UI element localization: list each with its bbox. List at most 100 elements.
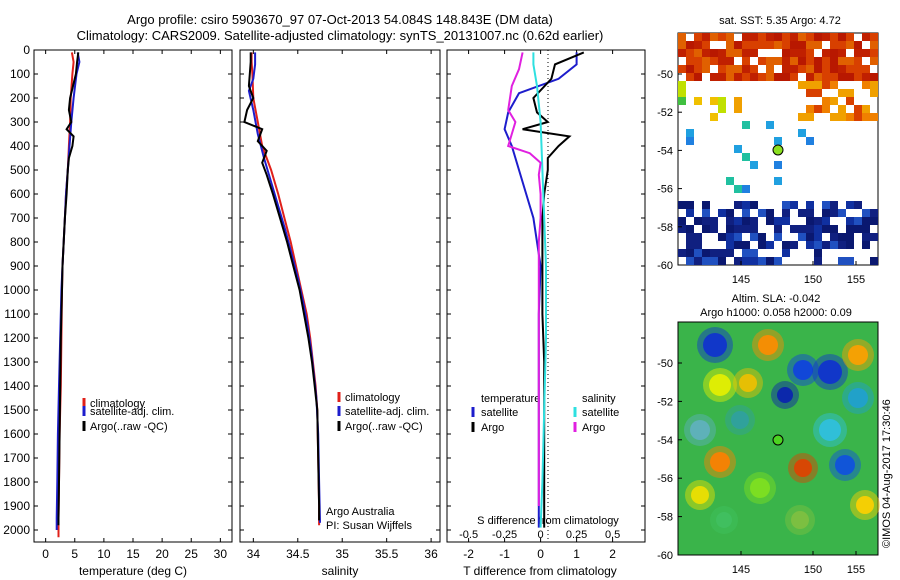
sst-cell [758,257,766,265]
sst-cell [686,201,694,209]
sst-cell [726,49,734,57]
x-tick-label: 0 [42,547,49,561]
x-tick-label: 34.5 [286,547,310,561]
sst-map-cells [678,33,878,265]
sst-cell [798,41,806,49]
sst-cell [830,65,838,73]
sst-cell [710,33,718,41]
series-line-argo [522,51,585,528]
sst-cell [702,49,710,57]
sst-cell [686,41,694,49]
y-tick-label: 1400 [3,379,30,393]
sla-anomaly [793,360,813,380]
sst-cell [742,185,750,193]
sst-cell [862,233,870,241]
sst-cell [774,217,782,225]
y-tick-label: 100 [10,67,30,81]
map-y-tick-label: -56 [657,184,673,196]
sst-cell [718,73,726,81]
salinity-legend: climatology satellite-adj. clim. Argo(..… [337,392,429,433]
sst-cell [870,209,878,217]
sst-cell [814,249,822,257]
sst-cell [854,49,862,57]
sst-cell [830,113,838,121]
sst-cell [846,73,854,81]
legend-satellite-label: satellite-adj. clim. [345,406,429,418]
sst-cell [822,225,830,233]
x-tick-label: 5 [71,547,78,561]
sst-cell [822,57,830,65]
sst-cell [734,41,742,49]
sst-cell [838,73,846,81]
sla-anomaly [777,387,793,403]
sst-cell [806,81,814,89]
sst-cell [678,65,686,73]
sst-cell [806,33,814,41]
sst-cell [862,65,870,73]
sst-cell [742,57,750,65]
sst-cell [870,113,878,121]
sst-cell [718,233,726,241]
temperature-legend: climatology satellite-adj. clim. Argo(..… [82,398,174,433]
y-tick-label: 0 [23,43,30,57]
map-y-tick-label: -54 [657,145,673,157]
map-y-tick-label: -58 [657,222,673,234]
sla-anomaly [703,333,727,357]
sst-cell [718,257,726,265]
sst-cell [870,89,878,97]
difference-legend: temperature satellite Argo salinity sate… [471,393,619,434]
sst-cell [862,241,870,249]
sst-cell [854,217,862,225]
sst-cell [806,209,814,217]
sst-cell [862,73,870,81]
sst-cell [686,129,694,137]
sst-cell [702,201,710,209]
legend-s-argo-label: Argo [582,422,605,434]
y-tick-label: 300 [10,115,30,129]
sst-cell [702,249,710,257]
sst-cell [798,49,806,57]
sst-cell [766,121,774,129]
x-tick-label: 34 [247,547,261,561]
sst-cell [742,33,750,41]
sst-cell [774,257,782,265]
sst-cell [678,201,686,209]
sla-anomaly [848,388,868,408]
y-tick-label: 1300 [3,355,30,369]
sst-cell [686,65,694,73]
sst-cell [718,65,726,73]
sst-cell [710,57,718,65]
sst-cell [782,201,790,209]
sst-cell [846,65,854,73]
sst-cell [758,33,766,41]
sst-cell [870,73,878,81]
sst-cell [822,217,830,225]
sst-cell [798,225,806,233]
x-tick-label: 35.5 [375,547,399,561]
sst-cell [702,209,710,217]
sst-cell [718,33,726,41]
sst-cell [830,209,838,217]
sst-cell [742,241,750,249]
salinity-panel: salinity climatology satellite-adj. clim… [239,49,441,578]
sst-cell [694,217,702,225]
temperature-axes-frame [33,49,233,543]
sst-map-panel: sat. SST: 5.35 Argo: 4.72 -50 -52 -54 -56 -5… [657,15,879,286]
sst-cell [742,121,750,129]
sst-cell [790,33,798,41]
sst-cell [838,65,846,73]
legend-t-argo-label: Argo [481,422,504,434]
sst-cell [846,201,854,209]
sst-cell [718,249,726,257]
sst-cell [830,233,838,241]
sst-cell [734,241,742,249]
sst-cell [854,65,862,73]
y-tick-label: 600 [10,187,30,201]
sst-cell [710,257,718,265]
sst-cell [790,57,798,65]
sst-cell [742,217,750,225]
map-y-tick-label: -50 [657,69,673,81]
sst-cell [718,209,726,217]
sla-anomaly [739,374,757,392]
sst-cell [694,73,702,81]
